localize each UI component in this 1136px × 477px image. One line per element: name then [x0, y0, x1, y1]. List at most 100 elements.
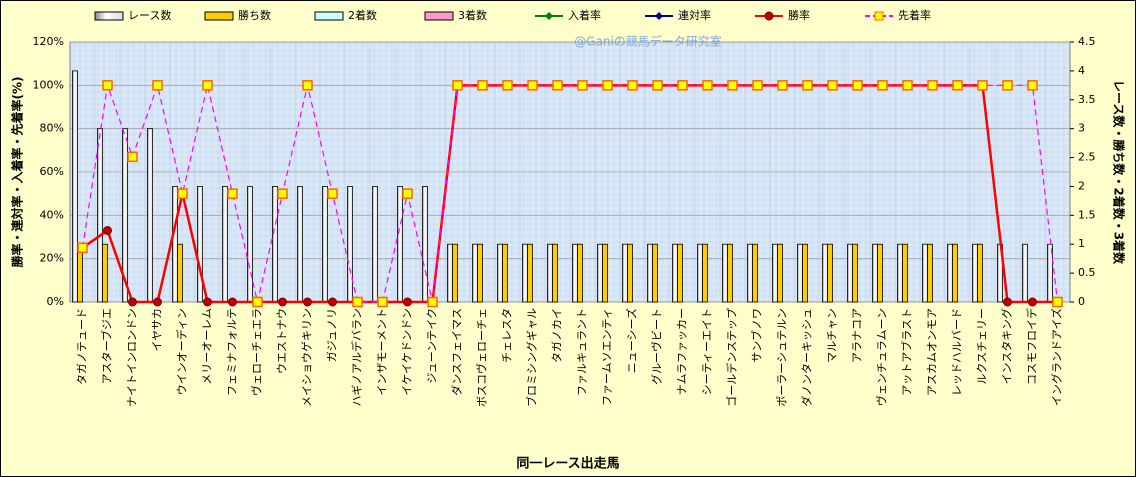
legend-swatch	[314, 11, 344, 21]
bar	[852, 243, 858, 303]
bar	[102, 243, 108, 303]
bar	[627, 243, 633, 303]
bar	[197, 186, 203, 303]
x-tick-label: ガジュノリ	[326, 308, 339, 362]
bar	[622, 243, 628, 303]
legend-label: 勝ち数	[238, 8, 271, 22]
bar	[877, 243, 883, 303]
bar	[702, 243, 708, 303]
point	[128, 297, 137, 307]
x-tick-label: ハギノアルデバラン	[350, 308, 364, 406]
point	[877, 80, 888, 91]
bar	[447, 243, 453, 303]
x-tick-label: アットアブラスト	[900, 308, 914, 396]
point	[827, 80, 838, 91]
x-tick-label: グルーヴビート	[650, 308, 664, 385]
legend-label: 勝率	[788, 8, 810, 22]
legend-item: 先着率	[865, 8, 931, 22]
line	[81, 83, 1059, 303]
x-tick-label: シーティーエイト	[701, 308, 714, 395]
bar	[72, 70, 78, 303]
point	[302, 80, 313, 91]
x-tick-label: サンブノワ	[750, 308, 764, 363]
y-tick-label: 60%	[40, 165, 64, 178]
legend-label: レース数	[128, 9, 171, 22]
bar	[822, 243, 828, 303]
x-tick-label: タガノテュード	[76, 308, 89, 385]
legend-swatch	[94, 11, 124, 21]
bar	[902, 243, 908, 303]
bar	[272, 186, 278, 303]
point	[403, 297, 412, 307]
y2-tick-label: 4	[1078, 64, 1085, 77]
y-tick-label: 20%	[40, 252, 64, 265]
x-tick-label: アスターブジエ	[100, 308, 114, 384]
x-tick-label: イケイケドンドン	[401, 308, 414, 396]
point	[627, 80, 638, 91]
x-tick-label: イヤサカ	[151, 308, 164, 352]
x-tick-label: インスタキング	[1000, 308, 1014, 384]
point	[477, 80, 488, 91]
point	[177, 188, 188, 199]
y-axis-title: 勝率・連対率・入着率・先着率(%)	[10, 77, 25, 268]
bar	[147, 128, 153, 303]
bar	[872, 243, 878, 303]
point	[602, 80, 613, 91]
bar	[347, 186, 353, 303]
point	[527, 80, 538, 91]
bar	[527, 243, 533, 303]
bar	[727, 243, 733, 303]
x-tick-label: ゴールデンステップ	[725, 308, 739, 407]
bar	[847, 243, 853, 303]
bar	[247, 186, 253, 303]
point	[127, 151, 138, 163]
point	[552, 80, 563, 91]
bar	[372, 186, 378, 303]
x-tick-label: ヴェローチェエラ	[250, 308, 264, 396]
bar	[697, 243, 703, 303]
x-tick-label: メイショウゲキリン	[301, 308, 314, 407]
point	[777, 80, 788, 91]
x-tick-label: ボスコヴェローチェ	[475, 308, 489, 407]
point	[802, 80, 813, 91]
legend-marker	[545, 12, 553, 20]
bar	[747, 243, 753, 303]
y2-tick-label: 0.5	[1078, 266, 1096, 279]
bar	[1022, 243, 1028, 303]
point	[202, 80, 213, 91]
x-tick-label: ウエストナウ	[276, 308, 289, 374]
bar	[552, 243, 558, 303]
bar	[927, 243, 933, 303]
bar	[397, 186, 403, 303]
point	[303, 297, 312, 307]
bar	[422, 186, 428, 303]
x-tick-label: ルクスチェリー	[976, 308, 989, 385]
bar	[777, 243, 783, 303]
point	[1028, 297, 1037, 307]
legend-swatch	[424, 11, 454, 21]
bar	[177, 243, 183, 303]
point	[1052, 296, 1063, 308]
bar	[922, 243, 928, 303]
bar	[602, 243, 608, 303]
y2-tick-label: 4.5	[1078, 35, 1096, 48]
x-tick-label: ウインオーディン	[175, 308, 189, 395]
y-tick-label: 120%	[33, 35, 64, 48]
point	[702, 80, 713, 91]
bar	[947, 243, 953, 303]
x-tick-label: イングランドアイズ	[1050, 308, 1064, 406]
y2-tick-label: 0	[1078, 295, 1085, 308]
bar	[222, 186, 228, 303]
legend-item: 勝率	[755, 8, 810, 22]
point	[577, 80, 588, 91]
point	[727, 80, 738, 91]
y2-tick-label: 3.5	[1078, 93, 1096, 106]
point	[153, 297, 162, 307]
point	[102, 80, 113, 91]
legend-item: 3着数	[424, 8, 487, 22]
point	[278, 297, 287, 307]
legend-item: 勝ち数	[204, 8, 271, 22]
y2-axis-title: レース数・勝ち数・2着数・3着数	[1112, 80, 1127, 265]
y-tick-label: 0%	[47, 295, 64, 308]
